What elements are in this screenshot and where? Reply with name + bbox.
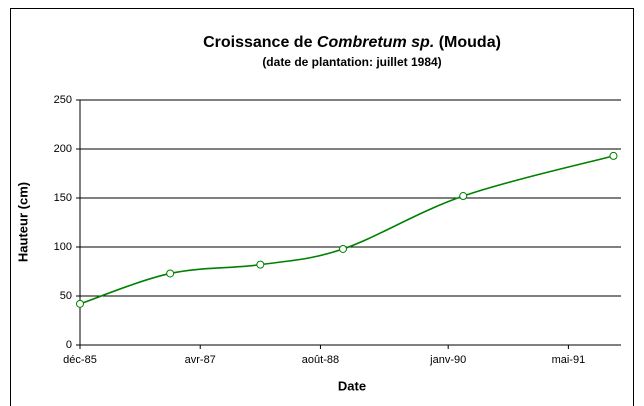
y-tick-label: 100 bbox=[54, 241, 72, 253]
point bbox=[338, 244, 347, 253]
chart-border bbox=[10, 8, 634, 406]
x-tick-label: mai-91 bbox=[552, 354, 586, 366]
point bbox=[76, 299, 84, 308]
y-tick-label: 150 bbox=[54, 192, 72, 204]
y-tick-label: 0 bbox=[66, 339, 72, 351]
x-tick-label: janv-90 bbox=[429, 354, 466, 366]
x-tick-label: déc-85 bbox=[63, 354, 97, 366]
point bbox=[166, 269, 175, 278]
chart-title: Croissance de Combretum sp. (Mouda) bbox=[203, 34, 501, 51]
y-tick-label: 200 bbox=[54, 143, 72, 155]
title-part: Combretum sp. bbox=[317, 34, 434, 51]
point bbox=[256, 260, 265, 269]
chart-subtitle: (date de plantation: juillet 1984) bbox=[262, 55, 441, 69]
x-axis-label: Date bbox=[338, 378, 366, 393]
y-tick-label: 50 bbox=[60, 290, 72, 302]
title-part: (Mouda) bbox=[439, 34, 501, 51]
y-tick-label: 250 bbox=[54, 94, 72, 106]
x-tick-label: avr-87 bbox=[185, 354, 216, 366]
point bbox=[609, 151, 618, 160]
title-part: Croissance de bbox=[203, 34, 312, 51]
y-axis-label: Hauteur (cm) bbox=[15, 182, 30, 262]
point bbox=[459, 192, 468, 201]
x-tick-label: août-88 bbox=[302, 354, 339, 366]
